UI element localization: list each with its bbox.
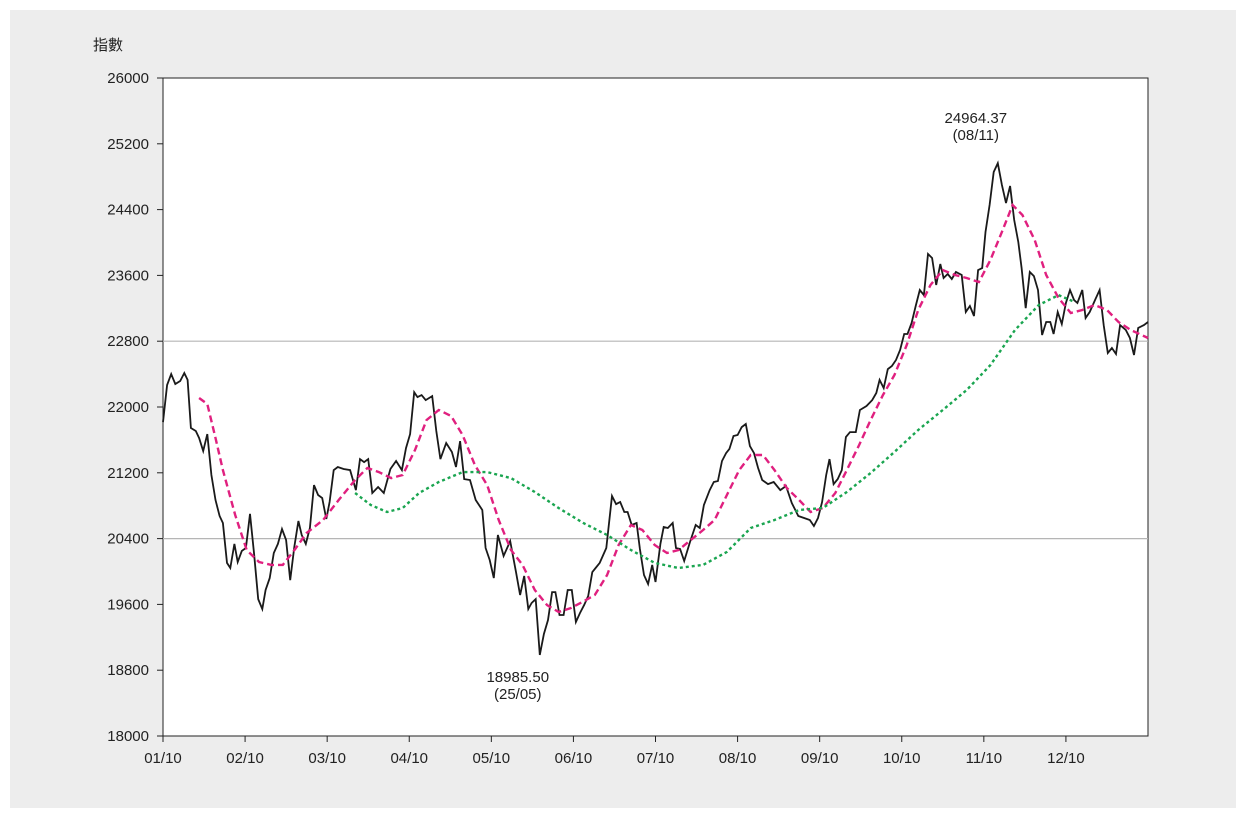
- plot-area: [162, 77, 1149, 737]
- y-tick-label: 19600: [107, 596, 149, 613]
- y-tick-label: 21200: [107, 465, 149, 482]
- x-tick-label: 02/10: [226, 750, 264, 767]
- x-tick-label: 01/10: [144, 750, 182, 767]
- y-tick-label: 18000: [107, 728, 149, 745]
- x-tick-label: 04/10: [390, 750, 428, 767]
- y-tick-label: 25200: [107, 136, 149, 153]
- annotation-value: 18985.50: [486, 669, 549, 686]
- y-tick-label: 22000: [107, 399, 149, 416]
- annotation-value: 24964.37: [944, 110, 1007, 127]
- y-tick-label: 26000: [107, 70, 149, 87]
- y-tick-label: 24400: [107, 202, 149, 219]
- series-line: [198, 202, 1149, 614]
- annotation-date: (25/05): [494, 686, 542, 703]
- y-tick-label: 18800: [107, 662, 149, 679]
- x-tick-label: 05/10: [473, 750, 511, 767]
- x-tick-label: 07/10: [637, 750, 675, 767]
- y-tick-label: 20400: [107, 531, 149, 548]
- y-tick-label: 23600: [107, 267, 149, 284]
- y-axis-label: 指數: [93, 37, 123, 54]
- x-tick-label: 11/10: [966, 750, 1002, 767]
- x-tick-label: 12/10: [1047, 750, 1085, 767]
- x-tick-label: 09/10: [801, 750, 839, 767]
- x-tick-label: 06/10: [555, 750, 593, 767]
- x-tick-label: 03/10: [308, 750, 346, 767]
- x-tick-label: 10/10: [883, 750, 921, 767]
- x-tick-label: 08/10: [719, 750, 757, 767]
- annotation-date: (08/11): [953, 127, 999, 144]
- y-tick-label: 22800: [107, 333, 149, 350]
- series-line: [162, 160, 1149, 656]
